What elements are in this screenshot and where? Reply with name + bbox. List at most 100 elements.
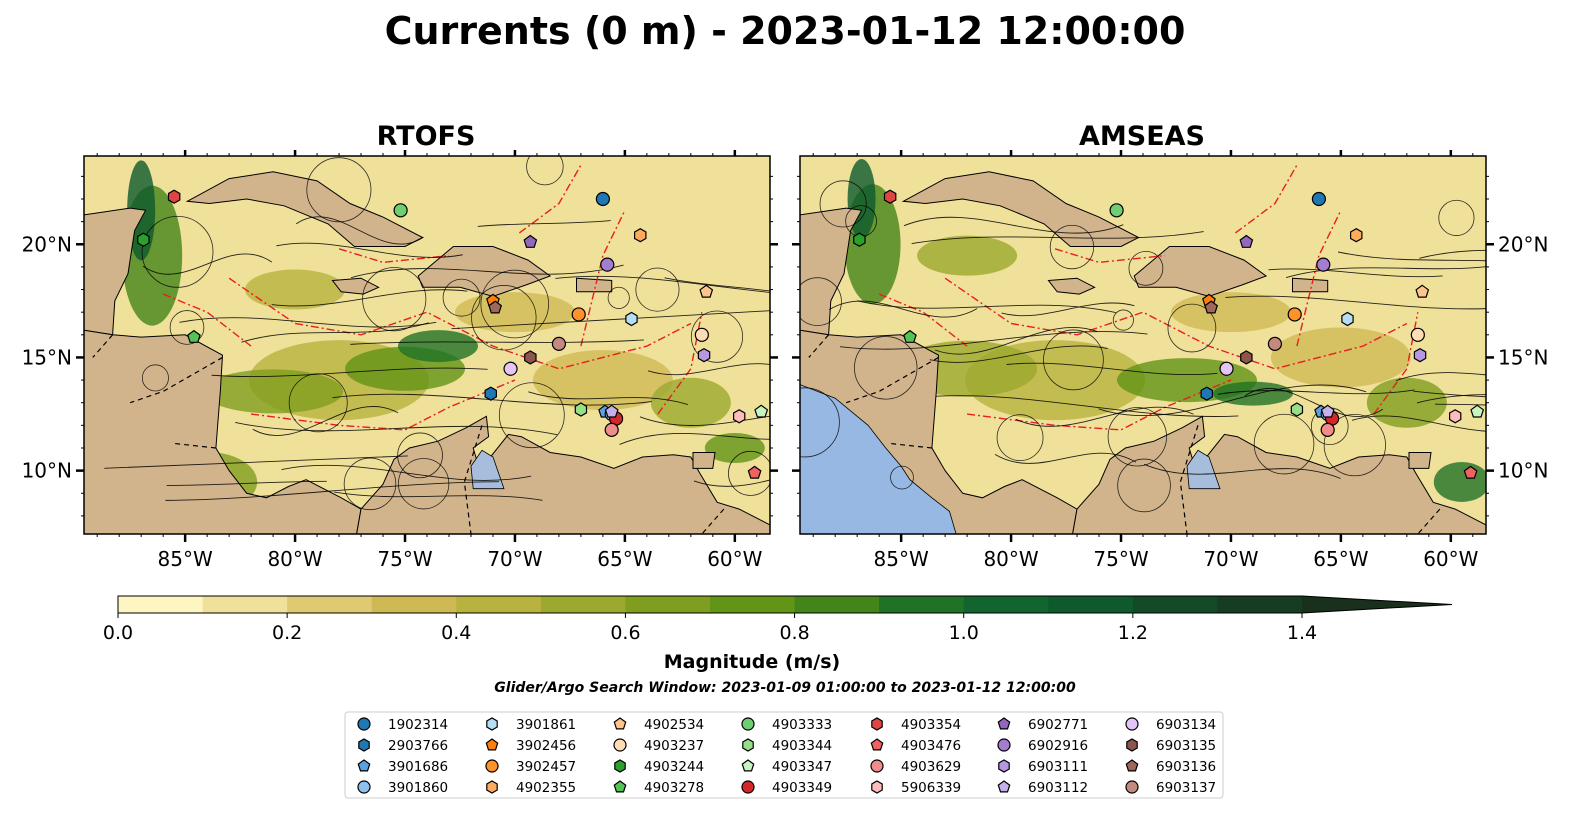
streamline (350, 339, 644, 345)
float-marker-4903344 (1290, 402, 1304, 417)
speed-patch (1366, 377, 1447, 428)
float-markers-amseas (853, 189, 1485, 479)
eddy-streamline (1107, 407, 1167, 467)
streamline (1337, 251, 1486, 262)
streamline (934, 326, 1098, 355)
float-marker-2903766 (484, 386, 497, 401)
eez-boundary (580, 210, 626, 347)
colorbar-segment (456, 596, 542, 613)
speed-patch (1433, 461, 1486, 502)
float-marker-4903354 (883, 189, 897, 204)
float-marker-6903137 (1267, 336, 1283, 351)
eez-boundary (878, 293, 968, 347)
legend-item: 4903344 (742, 738, 832, 754)
legend-label: 4903244 (644, 759, 704, 775)
streamline (477, 220, 611, 227)
colorbar-segment (1217, 596, 1303, 613)
speed-patch (650, 377, 731, 428)
legend-marker-6902916 (997, 738, 1011, 752)
legend-item: 4903476 (870, 738, 961, 754)
streamline (857, 300, 1116, 314)
float-marker-3901861 (625, 311, 638, 327)
panel-amseas: AMSEAS 85°W 80°W 75°W 70°W 65°W 60°W 10°N 15°N… (792, 121, 1548, 571)
eddy-streamline (480, 269, 549, 339)
eddy-streamline (343, 457, 397, 511)
legend-marker-4903278 (613, 780, 627, 793)
legend-marker-4903629 (870, 759, 884, 773)
eez-boundary (1373, 312, 1419, 415)
streamline (350, 264, 624, 279)
streamline (1416, 394, 1486, 404)
legend-item: 6902771 (997, 717, 1088, 733)
streamline (296, 216, 424, 245)
eddy-streamline (1117, 458, 1171, 513)
lake-maracaibo (1186, 449, 1221, 490)
legend-item: 4903237 (613, 738, 704, 754)
eddy-streamline (819, 180, 867, 228)
float-marker-6902771 (1239, 234, 1254, 248)
legend-item: 3901686 (357, 759, 448, 775)
y-tick-label: 15°N (22, 345, 72, 369)
legend-item: 6903137 (1125, 780, 1216, 796)
legend-label: 1902314 (388, 717, 448, 733)
colorbar-segment (710, 596, 796, 613)
streamline (1351, 415, 1486, 432)
legend-marker-3901686 (357, 759, 371, 772)
streamline (528, 391, 689, 405)
land-trinidad (692, 452, 716, 469)
speed-patch (1170, 292, 1291, 333)
legend-label: 4903333 (772, 717, 832, 733)
legend-marker-4903349 (741, 780, 755, 794)
float-marker-6903136 (1204, 300, 1219, 314)
legend-label: 3901860 (388, 780, 448, 796)
streamline (839, 331, 1148, 350)
legend-item: 4903278 (613, 780, 704, 796)
legend-label: 3902457 (516, 759, 576, 775)
colorbar-outline (117, 595, 1453, 614)
legend-marker-6903137 (1125, 780, 1139, 794)
legend-marker-4903344 (742, 738, 754, 752)
legend-marker-4902355 (486, 780, 498, 794)
float-marker-4903278 (903, 329, 917, 343)
legend-item: 6903111 (998, 759, 1088, 775)
land-jamaica (1047, 277, 1096, 295)
land-puerto (1292, 277, 1329, 293)
legend-marker-6903135 (1126, 738, 1138, 752)
country-border (701, 508, 725, 534)
speed-patch (454, 292, 575, 333)
country-border (1417, 508, 1441, 534)
colorbar-segment (118, 596, 204, 613)
legend-label: 4902534 (644, 717, 704, 733)
float-marker-1902314 (595, 191, 610, 207)
float-marker-4903237 (694, 327, 709, 342)
land-southam (356, 415, 770, 534)
legend-marker-4903237 (613, 738, 627, 752)
eddy-streamline (471, 285, 537, 351)
float-marker-1902314 (1311, 191, 1326, 207)
streamline (619, 433, 770, 445)
streamline (911, 231, 1204, 245)
legend-label: 4903344 (772, 738, 832, 754)
float-marker-2903766 (1200, 386, 1214, 401)
streamline (1268, 268, 1443, 278)
legend-label: 4903347 (772, 759, 832, 775)
eddy-streamline (442, 278, 481, 317)
eez-boundary (944, 277, 1408, 370)
colorbar-label: Magnitude (m/s) (664, 651, 841, 673)
eddy-streamline (800, 277, 842, 326)
streamline (276, 242, 463, 258)
speed-patch (397, 330, 478, 363)
eez-boundary (162, 293, 252, 347)
eddy-streamline (1128, 250, 1164, 286)
speed-patch (203, 369, 344, 414)
eddy-streamline (1438, 199, 1475, 236)
streamline (1395, 372, 1486, 382)
eddy-streamline (854, 336, 918, 400)
legend-item: 1902314 (357, 717, 448, 733)
country-border (129, 356, 223, 404)
legend-item: 3902456 (485, 738, 576, 754)
eddy-streamline (996, 414, 1044, 462)
legend-label: 3902456 (516, 738, 576, 754)
eddy-streamline (141, 215, 214, 288)
legend-item: 4903244 (614, 759, 704, 775)
